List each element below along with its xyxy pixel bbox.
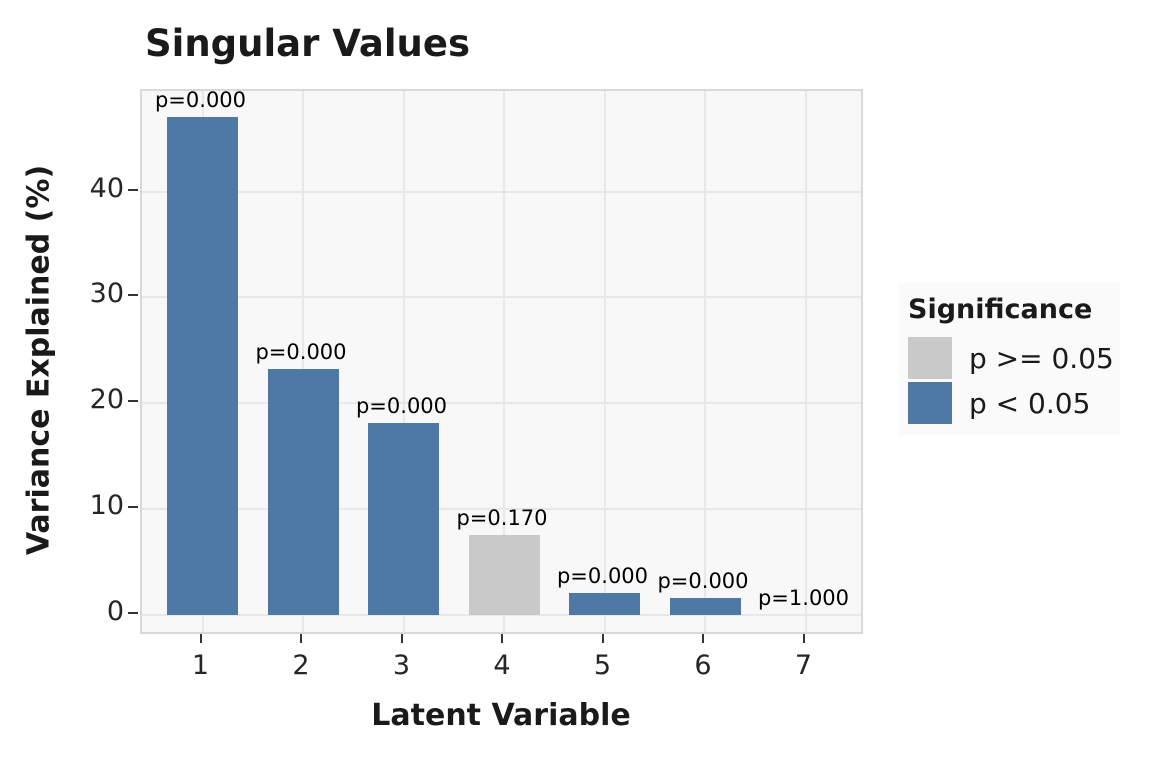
bar [468, 535, 540, 615]
x-tick-label: 7 [794, 650, 813, 681]
gridline-vertical [503, 91, 505, 632]
x-tick-mark [501, 634, 503, 643]
x-tick-mark [702, 634, 704, 643]
y-tick-mark [128, 188, 138, 191]
bar-p-value-label: p=0.170 [456, 506, 548, 531]
y-tick-label: 30 [89, 278, 124, 310]
y-tick-mark [128, 294, 138, 297]
x-tick-label: 6 [694, 650, 712, 681]
x-tick-label: 2 [292, 650, 310, 681]
y-tick-label: 40 [89, 172, 124, 204]
x-tick-label: 3 [392, 650, 411, 681]
legend-swatch-nonsignificant-icon [908, 337, 952, 379]
bar-p-value-label: p=0.000 [556, 563, 649, 588]
y-tick-label: 20 [89, 384, 124, 416]
y-tick-mark [128, 611, 138, 614]
legend-swatch-significant-icon [908, 382, 952, 424]
gridline-vertical [704, 91, 706, 632]
bar-p-value-label: p=0.000 [154, 88, 247, 113]
x-tick-label: 4 [493, 650, 511, 681]
chart-title: Singular Values [145, 22, 470, 65]
y-tick-label: 0 [106, 595, 124, 627]
gridline-horizontal [142, 402, 861, 405]
x-tick-mark [802, 634, 805, 643]
bar [368, 423, 439, 615]
gridline-horizontal [142, 190, 861, 193]
gridline-horizontal [142, 508, 861, 510]
gridline-vertical [603, 91, 606, 632]
gridline-horizontal [142, 296, 861, 299]
legend-item-nonsignificant: p >= 0.05 [908, 337, 1120, 379]
legend-label-significant: p < 0.05 [969, 386, 1091, 420]
x-tick-label: 5 [593, 650, 612, 681]
bar [669, 597, 741, 615]
legend-label-nonsignificant: p >= 0.05 [969, 341, 1114, 375]
x-tick-mark [601, 634, 604, 643]
y-tick-mark [128, 400, 138, 403]
plot-panel [140, 89, 863, 634]
gridline-horizontal [142, 613, 861, 616]
y-tick-label: 10 [89, 490, 124, 521]
x-tick-mark [300, 634, 302, 643]
bar [267, 369, 339, 615]
y-tick-mark [128, 506, 138, 508]
x-tick-mark [199, 634, 202, 643]
x-tick-mark [400, 634, 403, 643]
bar-p-value-label: p=1.000 [757, 585, 850, 610]
legend: Significance p >= 0.05 p < 0.05 [898, 283, 1120, 435]
bar-p-value-label: p=0.000 [657, 568, 749, 593]
x-tick-label: 1 [191, 650, 210, 681]
bar [167, 117, 238, 615]
gridline-vertical [302, 91, 304, 632]
legend-item-significant: p < 0.05 [908, 382, 1120, 424]
bar-p-value-label: p=0.000 [355, 394, 448, 419]
bar [569, 592, 640, 615]
legend-title: Significance [908, 294, 1093, 325]
gridline-vertical [804, 91, 807, 632]
x-axis-label: Latent Variable [371, 698, 631, 733]
bar-p-value-label: p=0.000 [255, 340, 347, 365]
gridline-vertical [402, 91, 405, 632]
